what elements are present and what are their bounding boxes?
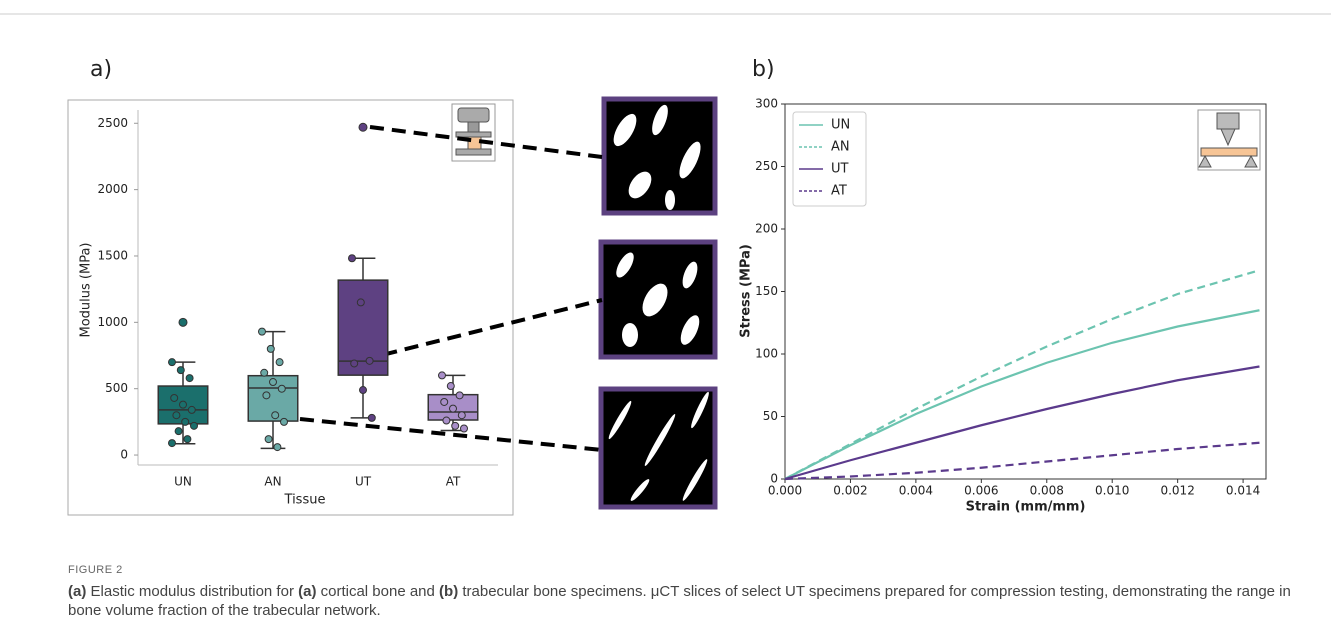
data-point: [169, 359, 176, 366]
data-point: [259, 328, 266, 335]
x-tick-label: 0.008: [1030, 484, 1064, 498]
series-line: [785, 310, 1259, 479]
panel-label: b): [752, 57, 775, 82]
y-tick-label: 2000: [97, 182, 128, 196]
legend-label: AT: [831, 184, 847, 199]
outlier: [179, 318, 187, 326]
data-point: [366, 357, 373, 364]
data-point: [278, 385, 285, 392]
outlier: [359, 123, 367, 131]
data-point: [452, 422, 459, 429]
page: {"chart_data": [ {"type": "box", "panel"…: [0, 0, 1331, 630]
x-tick-label: 0.000: [768, 484, 802, 498]
y-tick-label: 100: [755, 347, 778, 361]
x-tick-label: AN: [264, 475, 281, 489]
legend-label: UN: [831, 118, 850, 133]
y-tick-label: 0: [120, 448, 128, 462]
y-tick-label: 1000: [97, 315, 128, 329]
x-tick-label: UN: [174, 475, 192, 489]
y-tick-label: 200: [755, 222, 778, 236]
data-point: [270, 379, 277, 386]
data-point: [180, 401, 187, 408]
x-tick-label: UT: [355, 475, 372, 489]
x-tick-label: 0.006: [964, 484, 998, 498]
data-point: [169, 440, 176, 447]
legend-label: UT: [831, 162, 849, 177]
uct-slice: [604, 99, 715, 213]
data-point: [188, 406, 195, 413]
panel-a-frame: [68, 100, 513, 515]
series-line: [785, 367, 1259, 480]
caption: FIGURE 2 (a) Elastic modulus distributio…: [68, 564, 1318, 620]
caption-part: Elastic modulus distribution for: [86, 583, 298, 600]
x-tick-label: AT: [446, 475, 461, 489]
y-tick-label: 300: [755, 97, 778, 111]
data-point: [447, 383, 454, 390]
caption-part: cortical bone and: [316, 583, 439, 600]
data-point: [267, 345, 274, 352]
caption-part: (b): [439, 583, 458, 600]
y-tick-label: 2500: [97, 116, 128, 130]
data-point: [274, 444, 281, 451]
figure: a) b): [0, 0, 1331, 560]
data-point: [349, 255, 356, 262]
data-point: [261, 369, 268, 376]
uct-slice: [601, 389, 715, 507]
data-point: [171, 394, 178, 401]
data-point: [456, 392, 463, 399]
data-point: [182, 418, 189, 425]
data-point: [441, 398, 448, 405]
data-point: [265, 436, 272, 443]
figure-label: FIGURE 2: [68, 564, 1318, 576]
data-point: [360, 387, 367, 394]
caption-part: (a): [68, 583, 86, 600]
data-point: [276, 359, 283, 366]
data-point: [357, 299, 364, 306]
data-point: [461, 425, 468, 432]
caption-part: (a): [298, 583, 316, 600]
data-point: [281, 418, 288, 425]
data-point: [450, 405, 457, 412]
data-point: [173, 412, 180, 419]
legend-frame: [793, 112, 866, 206]
data-point: [368, 414, 375, 421]
y-tick-label: 150: [755, 284, 778, 298]
compression-icon: [452, 104, 495, 161]
data-point: [272, 412, 279, 419]
y-tick-label: 250: [755, 159, 778, 173]
y-tick-label: 1500: [97, 248, 128, 262]
data-point: [175, 428, 182, 435]
data-point: [443, 417, 450, 424]
data-point: [263, 392, 270, 399]
legend-label: AN: [831, 140, 850, 155]
x-tick-label: 0.010: [1095, 484, 1129, 498]
bending-icon: [1198, 110, 1260, 170]
data-point: [351, 360, 358, 367]
uct-slice: [601, 242, 715, 357]
data-point: [191, 422, 198, 429]
caption-text: (a) Elastic modulus distribution for (a)…: [68, 582, 1318, 620]
y-axis-label: Stress (MPa): [739, 244, 754, 338]
data-point: [439, 372, 446, 379]
x-tick-label: 0.004: [899, 484, 933, 498]
data-point: [177, 367, 184, 374]
data-point: [184, 436, 191, 443]
x-axis-label: Strain (mm/mm): [966, 500, 1086, 515]
x-axis-label: Tissue: [284, 493, 326, 508]
x-tick-label: 0.012: [1160, 484, 1194, 498]
y-tick-label: 500: [105, 381, 128, 395]
data-point: [186, 375, 193, 382]
series-line: [785, 443, 1259, 479]
y-tick-label: 50: [763, 409, 778, 423]
y-axis-label: Modulus (MPa): [79, 243, 94, 338]
x-tick-label: 0.002: [833, 484, 867, 498]
x-tick-label: 0.014: [1226, 484, 1260, 498]
data-point: [458, 412, 465, 419]
panel-label: a): [90, 57, 112, 82]
